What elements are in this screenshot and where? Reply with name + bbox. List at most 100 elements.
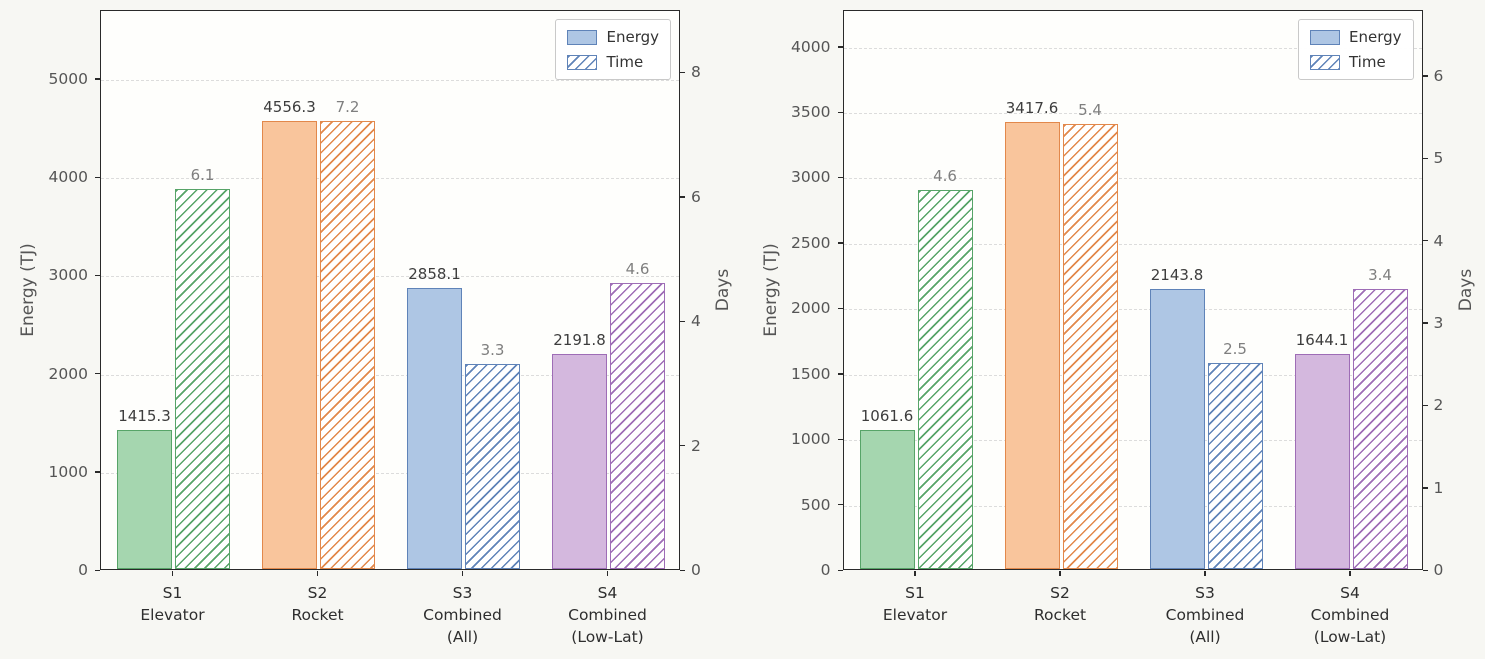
gridline [101,79,679,81]
y-axis-tick-label-right: 0 [1433,561,1444,579]
y-axis-tick-label-left: 2500 [791,233,831,252]
bar-value-label-energy: 1061.6 [860,407,914,426]
legend-energy-label: Energy [606,28,659,46]
bar-value-label-energy: 2143.8 [1150,265,1204,284]
y-axis-tick-label-left: 2000 [791,299,831,318]
bar-energy [117,429,172,569]
bar-value-label-time: 6.1 [190,166,215,185]
bar-energy [552,353,607,569]
bar-time [917,190,973,569]
legend-entry-energy: Energy [1309,28,1402,46]
y-axis-tick-label-left: 0 [78,561,88,579]
y-axis-tick-mark-left [95,78,100,80]
y-axis-tick-mark-right [1422,75,1428,77]
y-axis-tick-mark-left [837,504,843,506]
bar-time [465,363,520,569]
gridline [843,47,1422,49]
y-axis-tick-label-left: 1500 [791,364,831,383]
gridline [843,243,1422,245]
x-axis-category-label: S3 Combined (All) [423,584,502,646]
legend-time-label: Time [606,53,644,71]
y-axis-tick-label-left: 0 [820,561,831,579]
y-axis-tick-label-right: 5 [1433,149,1444,168]
bar-time [1062,124,1118,569]
gridline [101,276,679,278]
x-axis-tick-mark [1204,571,1206,576]
gridline [843,113,1422,115]
gridline [843,374,1422,376]
y-axis-tick-label-left: 4000 [791,37,831,56]
y-axis-tick-label-right: 2 [691,436,701,455]
bar-energy [1149,288,1205,569]
x-axis-category-label: S4 Combined (Low-Lat) [1310,584,1390,646]
legend-entry-time: Time [567,53,659,71]
y-axis-tick-label-right: 8 [691,63,701,82]
x-axis-category-label: S3 Combined (All) [1165,584,1245,646]
bar-value-label-time: 4.6 [933,167,957,186]
legend-entry-time: Time [1309,53,1402,71]
y-axis-tick-mark-right [680,445,685,447]
x-axis-tick-mark [1059,571,1061,576]
y-axis-tick-mark-left [95,569,100,571]
y-axis-tick-label-left: 4000 [48,168,88,187]
gridline [101,472,679,474]
legend-energy-swatch [1309,29,1340,45]
bar-energy [1294,353,1350,569]
y-axis-tick-label-right: 3 [1433,313,1444,332]
y-axis-tick-mark-right [680,569,685,571]
y-axis-tick-mark-right [1422,322,1428,324]
legend: Energy Time [1297,19,1414,80]
gridline [101,374,679,376]
bar-time [610,282,665,569]
bar-energy [262,121,317,569]
y-axis-label-energy: Energy (TJ) [760,243,781,337]
y-axis-tick-mark-right [680,320,685,322]
plot-area: Energy Time 1415.3 6.1 4556.3 7.2 2858.1 3.3 2… [100,10,680,570]
y-axis-tick-mark-left [837,242,843,244]
y-axis-tick-label-right: 6 [1433,66,1444,85]
legend-entry-energy: Energy [567,28,659,46]
y-axis-label-days: Days [713,268,733,312]
y-axis-tick-mark-right [680,196,685,198]
bar-value-label-time: 5.4 [1078,101,1102,120]
y-axis-tick-mark-right [1422,569,1428,571]
y-axis-tick-label-left: 3500 [791,103,831,122]
x-axis-category-label: S4 Combined (Low-Lat) [568,584,647,646]
y-axis-tick-mark-right [1422,157,1428,160]
y-axis-tick-mark-right [1422,487,1428,489]
y-axis-label-energy: Energy (TJ) [18,243,38,337]
y-axis-tick-mark-left [837,46,843,48]
bar-time [320,121,375,569]
bar-time [175,189,230,569]
legend: Energy Time [555,19,671,80]
bar-energy [407,288,462,569]
bar-energy [1004,121,1060,569]
y-axis-tick-mark-left [837,569,843,571]
y-axis-tick-mark-left [837,307,843,310]
gridline [843,440,1422,442]
x-axis-tick-mark [461,571,464,576]
legend-time-swatch [567,54,598,70]
bar-value-label-time: 3.3 [480,340,505,359]
y-axis-tick-label-left: 1000 [48,462,88,481]
y-axis-tick-mark-left [837,176,843,179]
y-axis-tick-mark-left [95,274,100,277]
bar-value-label-energy: 1644.1 [1295,330,1349,349]
y-axis-tick-label-right: 4 [1433,231,1444,250]
bar-value-label-energy: 4556.3 [263,98,316,117]
y-axis-tick-label-right: 4 [691,312,701,331]
x-axis-category-label: S1 Elevator [882,584,948,624]
gridline [101,178,679,180]
y-axis-tick-label-left: 3000 [48,266,88,285]
y-axis-tick-mark-right [680,71,685,74]
bar-energy [859,430,915,569]
y-axis-tick-mark-left [95,176,100,178]
bar-value-label-energy: 2191.8 [553,330,606,349]
bar-value-label-energy: 1415.3 [118,406,171,425]
gridline [843,178,1422,180]
y-axis-tick-mark-left [95,471,100,473]
gridline [843,505,1422,507]
bar-value-label-energy: 2858.1 [408,265,461,284]
plot-area: Energy Time 1061.6 4.6 3417.6 5.4 2143.8 2.5 1… [842,10,1423,570]
